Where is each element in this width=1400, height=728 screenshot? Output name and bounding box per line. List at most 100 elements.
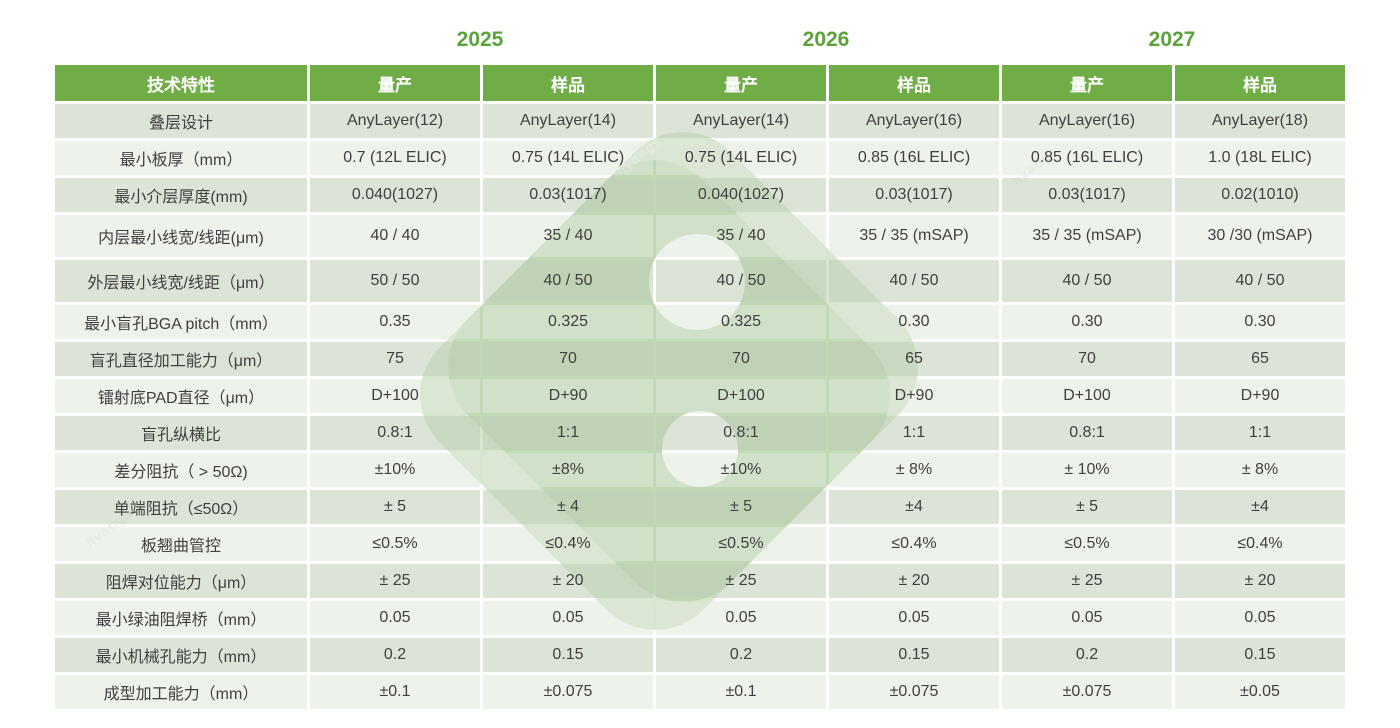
- cell-value: ± 25: [656, 564, 826, 598]
- cell-value: ≤0.4%: [483, 527, 653, 561]
- cell-value: 1.0 (18L ELIC): [1175, 141, 1345, 175]
- cell-value: 0.05: [656, 601, 826, 635]
- cell-value: ± 8%: [829, 453, 999, 487]
- cell-value: ± 20: [829, 564, 999, 598]
- cell-value: 0.85 (16L ELIC): [829, 141, 999, 175]
- table-row: 单端阻抗（≤50Ω） ± 5 ± 4 ± 5 ±4 ± 5 ±4: [55, 490, 1345, 524]
- cell-value: 0.03(1017): [1002, 178, 1172, 212]
- cell-value: 40 / 50: [483, 260, 653, 302]
- cell-value: ± 20: [483, 564, 653, 598]
- row-label: 镭射底PAD直径（μm）: [55, 379, 307, 413]
- cell-value: 0.35: [310, 305, 480, 339]
- cell-value: 0.75 (14L ELIC): [483, 141, 653, 175]
- cell-value: ≤0.4%: [829, 527, 999, 561]
- table-row: 盲孔纵横比 0.8:1 1:1 0.8:1 1:1 0.8:1 1:1: [55, 416, 1345, 450]
- table-row: 盲孔直径加工能力（μm） 75 70 70 65 70 65: [55, 342, 1345, 376]
- cell-value: 1:1: [1175, 416, 1345, 450]
- cell-value: 30 /30 (mSAP): [1175, 215, 1345, 257]
- row-label: 叠层设计: [55, 104, 307, 138]
- table-row: 成型加工能力（mm） ±0.1 ±0.075 ±0.1 ±0.075 ±0.07…: [55, 675, 1345, 709]
- cell-value: 40 / 50: [829, 260, 999, 302]
- cell-value: ± 20: [1175, 564, 1345, 598]
- cell-value: 35 / 35 (mSAP): [829, 215, 999, 257]
- feature-header-cell: 技术特性: [55, 65, 307, 101]
- cell-value: ± 10%: [1002, 453, 1172, 487]
- col-header-cell: 样品: [1175, 65, 1345, 101]
- row-label: 最小机械孔能力（mm）: [55, 638, 307, 672]
- cell-value: 0.30: [1002, 305, 1172, 339]
- cell-value: ±0.05: [1175, 675, 1345, 709]
- row-label: 盲孔纵横比: [55, 416, 307, 450]
- row-label: 阻焊对位能力（μm）: [55, 564, 307, 598]
- row-label: 板翘曲管控: [55, 527, 307, 561]
- cell-value: 0.05: [1175, 601, 1345, 635]
- cell-value: 75: [310, 342, 480, 376]
- spec-table-body: 叠层设计 AnyLayer(12) AnyLayer(14) AnyLayer(…: [55, 104, 1345, 709]
- cell-value: 0.040(1027): [656, 178, 826, 212]
- cell-value: ±4: [1175, 490, 1345, 524]
- cell-value: ±10%: [656, 453, 826, 487]
- cell-value: ≤0.4%: [1175, 527, 1345, 561]
- cell-value: ± 5: [1002, 490, 1172, 524]
- cell-value: 0.02(1010): [1175, 178, 1345, 212]
- cell-value: 40 / 50: [1175, 260, 1345, 302]
- year-label-2025: 2025: [456, 28, 504, 51]
- cell-value: ±0.075: [1002, 675, 1172, 709]
- table-row: 最小机械孔能力（mm） 0.2 0.15 0.2 0.15 0.2 0.15: [55, 638, 1345, 672]
- row-label: 内层最小线宽/线距(μm): [55, 215, 307, 257]
- cell-value: ±10%: [310, 453, 480, 487]
- col-header-cell: 样品: [483, 65, 653, 101]
- table-row: 镭射底PAD直径（μm） D+100 D+90 D+100 D+90 D+100…: [55, 379, 1345, 413]
- cell-value: D+100: [656, 379, 826, 413]
- cell-value: D+90: [829, 379, 999, 413]
- table-row: 最小介层厚度(mm) 0.040(1027) 0.03(1017) 0.040(…: [55, 178, 1345, 212]
- table-row: 板翘曲管控 ≤0.5% ≤0.4% ≤0.5% ≤0.4% ≤0.5% ≤0.4…: [55, 527, 1345, 561]
- cell-value: 0.05: [829, 601, 999, 635]
- cell-value: 0.325: [656, 305, 826, 339]
- cell-value: ≤0.5%: [1002, 527, 1172, 561]
- cell-value: ±0.1: [310, 675, 480, 709]
- year-label-2026: 2026: [802, 28, 850, 51]
- row-label: 成型加工能力（mm）: [55, 675, 307, 709]
- table-row: 差分阻抗（ > 50Ω) ±10% ±8% ±10% ± 8% ± 10% ± …: [55, 453, 1345, 487]
- row-label: 外层最小线宽/线距（μm）: [55, 260, 307, 302]
- cell-value: ±0.075: [483, 675, 653, 709]
- cell-value: 0.85 (16L ELIC): [1002, 141, 1172, 175]
- cell-value: ± 4: [483, 490, 653, 524]
- col-header-cell: 样品: [829, 65, 999, 101]
- cell-value: 0.325: [483, 305, 653, 339]
- cell-value: 40 / 50: [1002, 260, 1172, 302]
- cell-value: AnyLayer(12): [310, 104, 480, 138]
- cell-value: AnyLayer(16): [1002, 104, 1172, 138]
- cell-value: D+100: [1002, 379, 1172, 413]
- table-row: 最小绿油阻焊桥（mm） 0.05 0.05 0.05 0.05 0.05 0.0…: [55, 601, 1345, 635]
- table-row: 最小板厚（mm） 0.7 (12L ELIC) 0.75 (14L ELIC) …: [55, 141, 1345, 175]
- cell-value: 35 / 40: [656, 215, 826, 257]
- years-spacer: [52, 28, 307, 52]
- cell-value: 0.040(1027): [310, 178, 480, 212]
- cell-value: ± 5: [656, 490, 826, 524]
- cell-value: 0.15: [483, 638, 653, 672]
- cell-value: AnyLayer(18): [1175, 104, 1345, 138]
- col-header-cell: 量产: [310, 65, 480, 101]
- cell-value: 1:1: [483, 416, 653, 450]
- table-row: 阻焊对位能力（μm） ± 25 ± 20 ± 25 ± 20 ± 25 ± 20: [55, 564, 1345, 598]
- cell-value: 70: [656, 342, 826, 376]
- cell-value: 65: [1175, 342, 1345, 376]
- cell-value: D+90: [1175, 379, 1345, 413]
- table-row: 外层最小线宽/线距（μm） 50 / 50 40 / 50 40 / 50 40…: [55, 260, 1345, 302]
- cell-value: 0.8:1: [310, 416, 480, 450]
- cell-value: 50 / 50: [310, 260, 480, 302]
- cell-value: 70: [1002, 342, 1172, 376]
- cell-value: 0.8:1: [1002, 416, 1172, 450]
- cell-value: 0.30: [1175, 305, 1345, 339]
- cell-value: 0.03(1017): [829, 178, 999, 212]
- cell-value: 40 / 50: [656, 260, 826, 302]
- cell-value: 0.03(1017): [483, 178, 653, 212]
- cell-value: 40 / 40: [310, 215, 480, 257]
- cell-value: 0.15: [829, 638, 999, 672]
- cell-value: ±8%: [483, 453, 653, 487]
- cell-value: AnyLayer(14): [656, 104, 826, 138]
- cell-value: ≤0.5%: [656, 527, 826, 561]
